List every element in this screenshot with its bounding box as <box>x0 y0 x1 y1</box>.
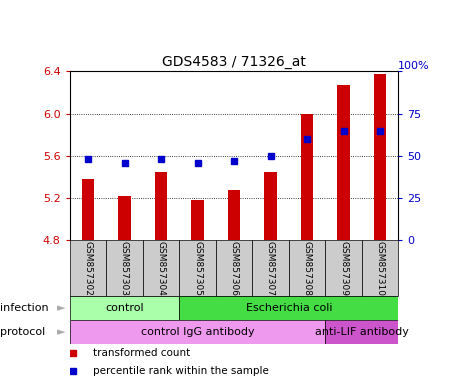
Text: transformed count: transformed count <box>93 348 190 358</box>
Bar <box>70 240 106 296</box>
Bar <box>362 240 398 296</box>
Bar <box>106 240 143 296</box>
Title: GDS4583 / 71326_at: GDS4583 / 71326_at <box>162 55 306 69</box>
Text: Escherichia coli: Escherichia coli <box>246 303 332 313</box>
Text: GSM857310: GSM857310 <box>375 241 384 296</box>
Text: GSM857303: GSM857303 <box>120 241 129 296</box>
Text: GSM857302: GSM857302 <box>84 241 93 296</box>
Text: GSM857305: GSM857305 <box>193 241 202 296</box>
Bar <box>228 190 240 240</box>
Text: GSM857309: GSM857309 <box>339 241 348 296</box>
Bar <box>289 240 325 296</box>
Text: 100%: 100% <box>398 61 430 71</box>
Bar <box>325 240 362 296</box>
Bar <box>252 240 289 296</box>
Bar <box>301 114 313 240</box>
Text: percentile rank within the sample: percentile rank within the sample <box>93 366 269 376</box>
Text: control: control <box>105 303 144 313</box>
Text: GSM857304: GSM857304 <box>157 241 166 296</box>
Bar <box>70 320 325 344</box>
Bar <box>191 200 204 240</box>
Bar <box>179 296 398 320</box>
Text: control IgG antibody: control IgG antibody <box>141 327 254 337</box>
Text: protocol: protocol <box>0 327 45 337</box>
Bar <box>179 240 216 296</box>
Bar <box>264 172 277 240</box>
Text: GSM857308: GSM857308 <box>302 241 311 296</box>
Bar <box>216 240 252 296</box>
Bar <box>337 85 350 240</box>
Bar <box>118 196 131 240</box>
Bar <box>70 296 179 320</box>
Text: ►: ► <box>57 327 65 337</box>
Text: anti-LIF antibody: anti-LIF antibody <box>315 327 409 337</box>
Bar <box>374 74 387 240</box>
Bar <box>155 172 167 240</box>
Bar <box>81 179 94 240</box>
Text: infection: infection <box>0 303 49 313</box>
Bar <box>325 320 398 344</box>
Bar <box>143 240 179 296</box>
Text: GSM857307: GSM857307 <box>266 241 275 296</box>
Text: ►: ► <box>57 303 65 313</box>
Text: GSM857306: GSM857306 <box>230 241 238 296</box>
